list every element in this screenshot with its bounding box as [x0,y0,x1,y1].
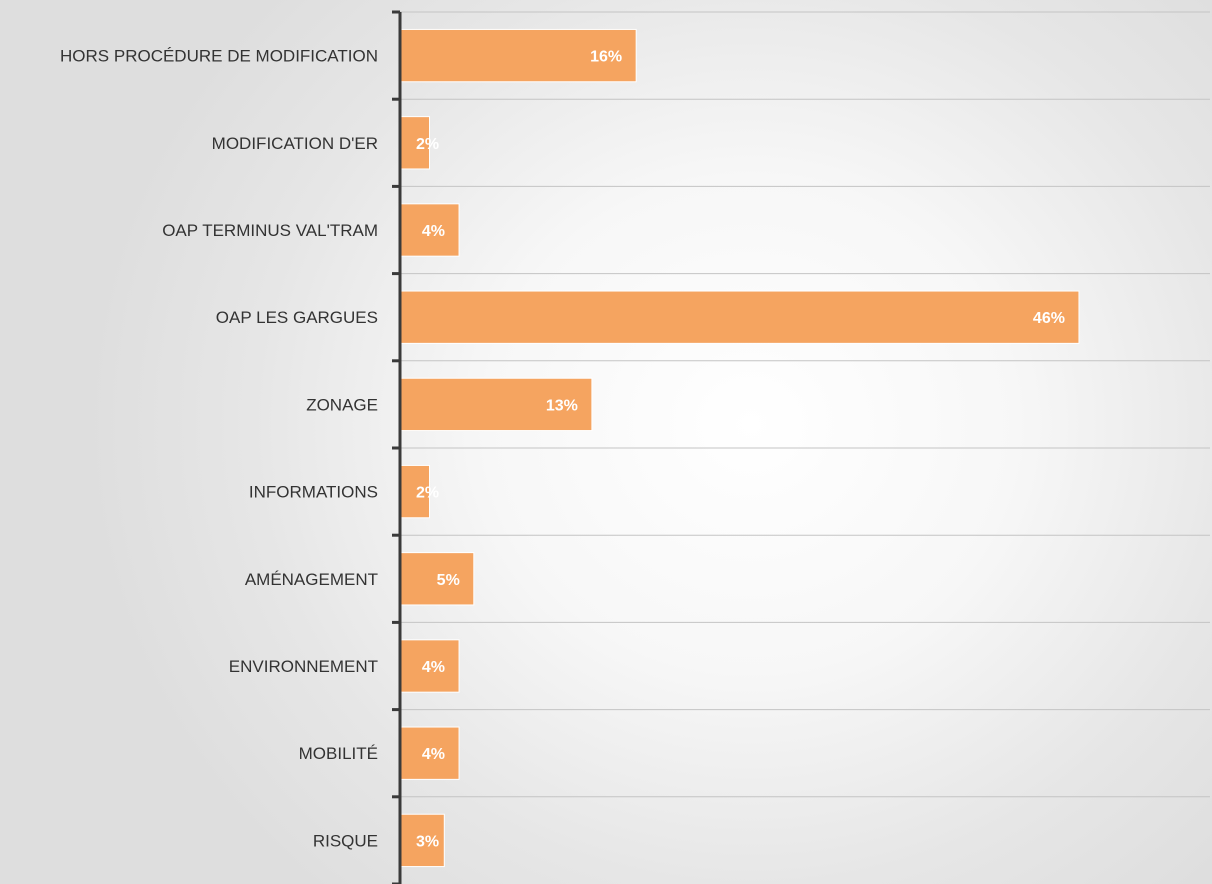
data-labels: 16% 2% 4% 46% 13% 2% 5% 4% 4% 3% [416,49,1065,851]
bar [399,552,475,606]
gridlines [400,11,1210,798]
data-label: 13% [546,397,578,414]
category-label: AMÉNAGEMENT [245,570,378,589]
category-label: OAP LES GARGUES [216,308,378,327]
category-label: ZONAGE [306,395,378,414]
data-label: 4% [422,659,445,676]
data-label: 3% [416,833,439,850]
bar [399,290,1080,344]
data-label: 16% [590,49,622,66]
category-label: RISQUE [313,831,378,850]
data-label: 4% [422,746,445,763]
data-label: 5% [437,572,460,589]
y-axis [392,10,402,884]
bar [399,726,460,780]
category-label: INFORMATIONS [249,483,378,502]
category-label: MOBILITÉ [299,744,378,763]
category-label: OAP TERMINUS VAL'TRAM [162,221,378,240]
bars [399,28,1080,868]
data-label: 2% [416,485,439,502]
bar [399,639,460,693]
bar [399,28,637,83]
category-label: HORS PROCÉDURE DE MODIFICATION [60,47,378,66]
data-label: 46% [1033,310,1065,327]
category-labels: HORS PROCÉDURE DE MODIFICATION MODIFICATI… [60,47,378,851]
data-label: 2% [416,136,439,153]
category-label: ENVIRONNEMENT [229,657,378,676]
data-label: 4% [422,223,445,240]
category-label: MODIFICATION D'ER [212,134,378,153]
